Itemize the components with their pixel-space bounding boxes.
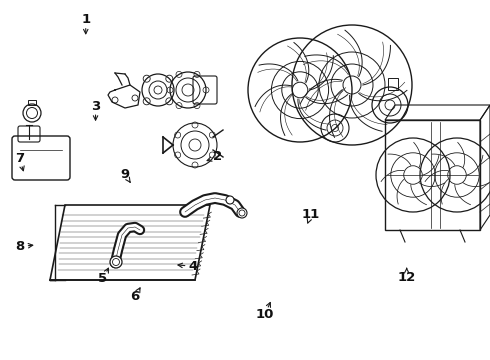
Circle shape [237,208,247,218]
Text: 1: 1 [81,13,90,26]
Circle shape [226,196,234,204]
Text: 3: 3 [91,100,100,113]
Text: 8: 8 [15,240,24,253]
Text: 5: 5 [98,273,107,285]
Text: 6: 6 [130,291,139,303]
Bar [28,100,36,105]
Text: 10: 10 [255,309,274,321]
Text: 7: 7 [15,152,24,165]
Text: 4: 4 [189,260,198,273]
Bar [388,78,398,90]
Circle shape [110,256,122,268]
Text: 2: 2 [214,150,222,163]
Text: 12: 12 [397,271,416,284]
Text: 11: 11 [302,208,320,221]
Text: 9: 9 [121,168,129,181]
